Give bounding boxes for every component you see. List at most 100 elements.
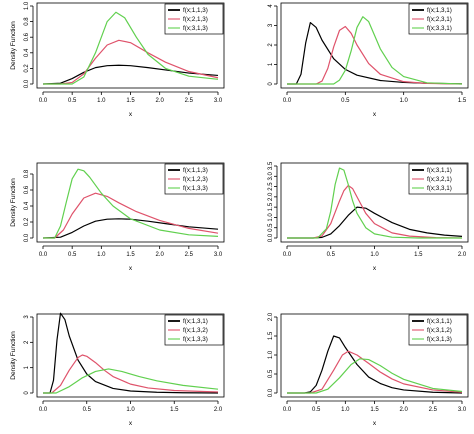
series-line-2 bbox=[287, 25, 463, 85]
x-axis-title: x bbox=[373, 111, 377, 118]
y-tick-label: 1.0 bbox=[24, 1, 30, 10]
x-tick-label: 1.0 bbox=[97, 252, 106, 258]
y-tick-label: 1.0 bbox=[268, 350, 274, 359]
y-tick-label: 0.4 bbox=[24, 201, 30, 210]
legend-label: f(x;2,1,3) bbox=[183, 16, 208, 23]
legend-label: f(x;1,3,1) bbox=[427, 7, 452, 14]
y-tick-label: 2 bbox=[24, 340, 30, 344]
legend-label: f(x;3,3,1) bbox=[427, 25, 452, 32]
x-tick-label: 2.0 bbox=[214, 407, 223, 413]
x-tick-label: 0.0 bbox=[283, 252, 292, 258]
y-axis-title: Density Function bbox=[10, 21, 17, 70]
legend-label: f(x;1,1,3) bbox=[183, 167, 208, 174]
x-tick-label: 0.5 bbox=[83, 407, 92, 413]
plot-frame bbox=[280, 162, 469, 243]
y-axis-title: Density Function bbox=[10, 178, 17, 227]
legend-label: f(x;1,1,3) bbox=[183, 7, 208, 14]
y-tick-label: 0.2 bbox=[24, 217, 30, 226]
legend-label: f(x;1,2,3) bbox=[183, 176, 208, 183]
series-line-1 bbox=[287, 206, 463, 239]
legend-label: f(x;3,1,3) bbox=[183, 25, 208, 32]
x-tick-label: 1.0 bbox=[341, 407, 350, 413]
x-axis-title: x bbox=[129, 420, 133, 427]
plot-frame bbox=[36, 162, 225, 243]
legend-label: f(x;1,3,2) bbox=[183, 327, 208, 334]
series-line-1 bbox=[287, 335, 463, 394]
x-tick-label: 2.0 bbox=[155, 98, 164, 104]
x-axis-title: x bbox=[129, 111, 133, 118]
x-tick-label: 1.5 bbox=[414, 252, 423, 258]
x-axis-title: x bbox=[373, 265, 377, 272]
series-line-2 bbox=[287, 184, 463, 239]
y-tick-label: 0 bbox=[268, 82, 274, 86]
series-line-3 bbox=[43, 11, 219, 85]
series-line-3 bbox=[287, 358, 463, 394]
y-tick-label: 4 bbox=[268, 4, 274, 8]
chart-panel-2: 0.0 0.5 1.0 1.5 0 1 2 3 4 x f(x;1,3,1) f(x;2,3,1) f(… bbox=[268, 2, 469, 118]
y-tick-label: 0.4 bbox=[24, 48, 30, 57]
x-tick-label: 3.0 bbox=[458, 407, 467, 413]
y-tick-label: 0.8 bbox=[24, 17, 30, 26]
y-tick-label: 3 bbox=[24, 315, 30, 319]
y-tick-label: 0 bbox=[24, 391, 30, 395]
x-tick-label: 2.5 bbox=[185, 252, 194, 258]
x-tick-label: 1.5 bbox=[126, 252, 135, 258]
y-tick-label: 0.6 bbox=[24, 32, 30, 41]
legend-label: f(x;3,1,1) bbox=[427, 318, 452, 325]
plot-frame bbox=[280, 2, 469, 89]
series-line-1 bbox=[42, 64, 219, 85]
x-tick-label: 0.5 bbox=[68, 252, 77, 258]
x-tick-label: 0.5 bbox=[312, 407, 321, 413]
x-tick-label: 1.0 bbox=[126, 407, 135, 413]
series-line-3 bbox=[287, 167, 462, 239]
series-line-1 bbox=[43, 312, 219, 394]
series-line-1 bbox=[42, 218, 219, 239]
series-line-2 bbox=[43, 192, 219, 239]
series-line-3 bbox=[43, 368, 219, 394]
chart-panel-1: 0.0 0.5 1.0 1.5 2.0 2.5 3.0 0.0 0.2 0.4 0.6 0.8 1.0 x… bbox=[10, 1, 225, 118]
legend-label: f(x;1,3,3) bbox=[183, 336, 208, 343]
y-tick-label: 1 bbox=[24, 365, 30, 369]
x-tick-label: 1.0 bbox=[370, 252, 379, 258]
legend-label: f(x;3,1,1) bbox=[427, 167, 452, 174]
x-tick-label: 3.0 bbox=[214, 98, 223, 104]
y-tick-label: 1.5 bbox=[268, 331, 274, 340]
x-tick-label: 3.0 bbox=[214, 252, 223, 258]
x-tick-label: 2.5 bbox=[429, 407, 438, 413]
y-tick-label: 0.8 bbox=[24, 169, 30, 178]
y-tick-label: 0.5 bbox=[268, 369, 274, 378]
plot-frame bbox=[36, 313, 225, 398]
y-tick-label: 2.5 bbox=[268, 182, 274, 191]
y-tick-label: 2.0 bbox=[268, 192, 274, 201]
y-tick-label: 0.0 bbox=[268, 388, 274, 397]
series-line-2 bbox=[43, 354, 219, 394]
y-tick-label: 0.5 bbox=[268, 223, 274, 232]
x-tick-label: 1.5 bbox=[126, 98, 135, 104]
x-tick-label: 0.5 bbox=[341, 98, 350, 104]
x-tick-label: 2.0 bbox=[458, 252, 467, 258]
legend-label: f(x;3,1,2) bbox=[427, 327, 452, 334]
y-tick-label: 2.0 bbox=[268, 312, 274, 321]
legend-label: f(x;3,3,1) bbox=[427, 185, 452, 192]
x-tick-label: 0.0 bbox=[39, 407, 48, 413]
legend-label: f(x;1,3,3) bbox=[183, 185, 208, 192]
x-tick-label: 0.5 bbox=[327, 252, 336, 258]
chart-panel-4: 0.0 0.5 1.0 1.5 2.00.00.51.01.52.02.53.03.5x… bbox=[268, 161, 469, 272]
y-tick-label: 1 bbox=[268, 62, 274, 66]
series-line-1 bbox=[287, 21, 463, 85]
x-tick-label: 0.0 bbox=[39, 98, 48, 104]
legend-label: f(x;2,3,1) bbox=[427, 16, 452, 23]
chart-panel-6: 0.0 0.5 1.0 1.5 2.0 2.5 3.0 0.0 0.5 1.0 1.5 2.0 x f(x… bbox=[268, 312, 469, 427]
series-line-2 bbox=[287, 350, 463, 394]
x-tick-label: 1.5 bbox=[458, 98, 467, 104]
x-tick-label: 1.5 bbox=[170, 407, 179, 413]
plot-frame bbox=[280, 313, 469, 398]
x-tick-label: 1.0 bbox=[97, 98, 106, 104]
y-tick-label: 0.0 bbox=[24, 79, 30, 88]
y-tick-label: 3.0 bbox=[268, 171, 274, 180]
x-tick-label: 1.5 bbox=[370, 407, 379, 413]
x-tick-label: 2.5 bbox=[185, 98, 194, 104]
x-axis-title: x bbox=[373, 420, 377, 427]
y-tick-label: 1.0 bbox=[268, 213, 274, 222]
